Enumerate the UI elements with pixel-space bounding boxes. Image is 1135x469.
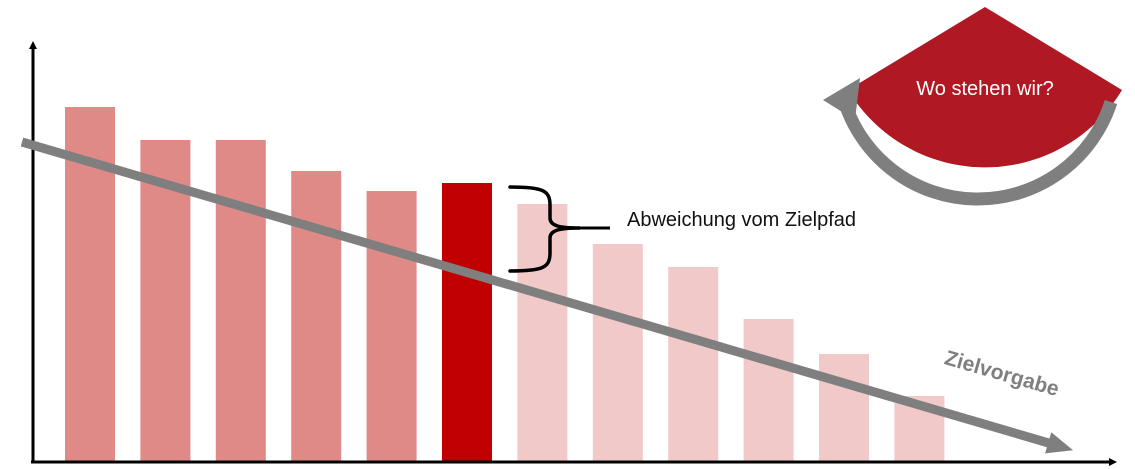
badge-arrow-head (823, 78, 860, 120)
bar (215, 140, 266, 462)
bar (140, 140, 191, 462)
bar (819, 354, 869, 462)
target-path-arrowhead (1045, 432, 1074, 454)
badge-label: Wo stehen wir? (916, 78, 1053, 100)
bar-current (442, 183, 492, 462)
badge-sector (848, 7, 1122, 168)
badge-arrow-arc (836, 95, 1118, 206)
target-path-line (20, 137, 1054, 449)
bar (668, 267, 719, 462)
bar (366, 191, 417, 462)
bar (743, 319, 794, 462)
target-path-label: Zielvorgabe (942, 346, 1062, 401)
bar (517, 204, 568, 462)
deviation-label: Abweichung vom Zielpfad (627, 209, 856, 231)
bar (592, 244, 643, 462)
bar-group (65, 107, 945, 462)
status-badge: Wo stehen wir? (823, 7, 1122, 206)
bar (291, 171, 342, 462)
